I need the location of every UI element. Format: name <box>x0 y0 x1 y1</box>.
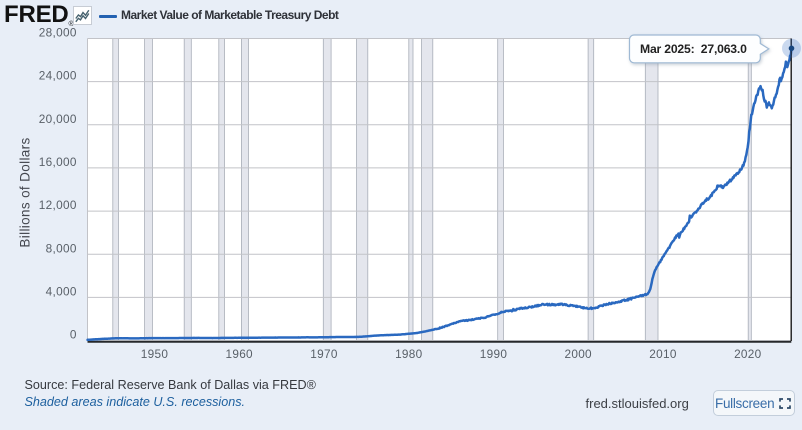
svg-text:2020: 2020 <box>734 347 762 361</box>
svg-text:1960: 1960 <box>225 347 253 361</box>
svg-text:Mar 2025: 27,063.0: Mar 2025: 27,063.0 <box>640 42 747 56</box>
svg-text:1950: 1950 <box>141 347 169 361</box>
svg-text:4,000: 4,000 <box>46 285 77 299</box>
svg-text:0: 0 <box>70 328 77 342</box>
svg-text:16,000: 16,000 <box>39 155 77 169</box>
svg-text:12,000: 12,000 <box>39 198 77 212</box>
svg-text:20,000: 20,000 <box>39 112 77 126</box>
svg-text:1970: 1970 <box>310 347 338 361</box>
svg-text:24,000: 24,000 <box>39 69 77 83</box>
svg-text:1980: 1980 <box>395 347 423 361</box>
svg-text:1990: 1990 <box>480 347 508 361</box>
svg-text:2010: 2010 <box>649 347 677 361</box>
svg-text:28,000: 28,000 <box>39 26 77 40</box>
svg-text:8,000: 8,000 <box>46 241 77 255</box>
svg-text:2000: 2000 <box>564 347 592 361</box>
